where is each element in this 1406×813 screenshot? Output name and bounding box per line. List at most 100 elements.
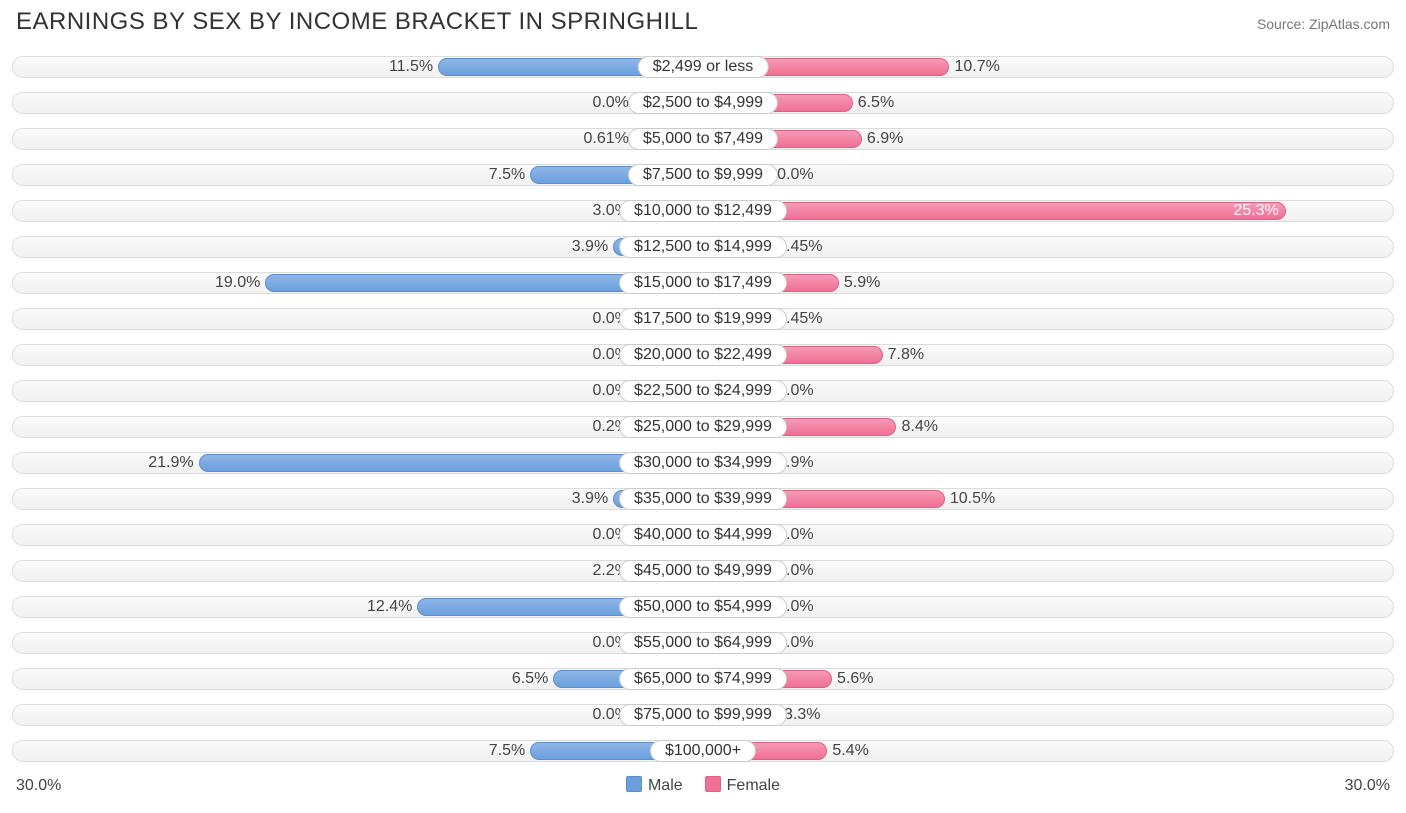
male-swatch-icon (626, 776, 642, 792)
female-half: 0.45% (703, 230, 1394, 264)
male-half: 0.0% (12, 302, 703, 336)
category-pill: $5,000 to $7,499 (628, 128, 778, 150)
male-value: 12.4% (367, 598, 418, 616)
chart-row: 3.9% 10.5% $35,000 to $39,999 (12, 482, 1394, 516)
chart-row: 2.2%0.0%$45,000 to $49,999 (12, 554, 1394, 588)
category-pill: $12,500 to $14,999 (619, 236, 787, 258)
axis-left-max: 30.0% (16, 777, 61, 795)
female-value: 10.7% (948, 58, 999, 76)
category-pill: $10,000 to $12,499 (619, 200, 787, 222)
category-pill: $15,000 to $17,499 (619, 272, 787, 294)
male-half: 0.61% (12, 122, 703, 156)
female-half: 0.0% (703, 518, 1394, 552)
chart-row: 0.2%8.4%$25,000 to $29,999 (12, 410, 1394, 444)
chart-footer: 30.0% Male Female 30.0% (12, 770, 1394, 805)
male-half: 0.2% (12, 410, 703, 444)
male-half: 0.0% (12, 698, 703, 732)
chart-row: 0.61% 6.9% $5,000 to $7,499 (12, 122, 1394, 156)
female-value: 5.9% (838, 274, 880, 292)
male-half: 0.0% (12, 518, 703, 552)
legend-male-label: Male (648, 777, 683, 794)
female-value: 10.5% (944, 490, 995, 508)
legend-male: Male (626, 776, 683, 795)
female-half: 5.4% (703, 734, 1394, 768)
chart-row: 19.0% 5.9% $15,000 to $17,499 (12, 266, 1394, 300)
category-pill: $20,000 to $22,499 (619, 344, 787, 366)
chart-row: 12.4% 2.0%$50,000 to $54,999 (12, 590, 1394, 624)
male-half: 0.0% (12, 626, 703, 660)
male-half: 11.5% (12, 50, 703, 84)
male-half: 6.5% (12, 662, 703, 696)
female-value: 6.5% (852, 94, 894, 112)
female-bar: 25.3% (703, 202, 1286, 220)
male-half: 7.5% (12, 734, 703, 768)
female-half: 2.0% (703, 590, 1394, 624)
chart-row: 0.0%0.0%$55,000 to $64,999 (12, 626, 1394, 660)
chart-source: Source: ZipAtlas.com (1257, 16, 1390, 32)
female-swatch-icon (705, 776, 721, 792)
category-pill: $55,000 to $64,999 (619, 632, 787, 654)
female-value: 7.8% (882, 346, 924, 364)
male-value: 7.5% (489, 166, 531, 184)
female-value: 5.6% (831, 670, 873, 688)
category-pill: $2,499 or less (638, 56, 769, 78)
chart-header: EARNINGS BY SEX BY INCOME BRACKET IN SPR… (12, 0, 1394, 50)
male-half: 19.0% (12, 266, 703, 300)
female-half: 0.9% (703, 446, 1394, 480)
female-half: 8.4% (703, 410, 1394, 444)
category-pill: $50,000 to $54,999 (619, 596, 787, 618)
category-pill: $7,500 to $9,999 (628, 164, 778, 186)
male-value: 7.5% (489, 742, 531, 760)
chart-rows: 11.5%10.7%$2,499 or less0.0%6.5%$2,500 t… (12, 50, 1394, 768)
earnings-chart: EARNINGS BY SEX BY INCOME BRACKET IN SPR… (0, 0, 1406, 805)
male-half: 7.5% (12, 158, 703, 192)
male-half: 0.0% (12, 338, 703, 372)
female-half: 7.8% (703, 338, 1394, 372)
chart-row: 0.0%3.3%$75,000 to $99,999 (12, 698, 1394, 732)
category-pill: $100,000+ (650, 740, 756, 762)
female-half: 0.0% (703, 374, 1394, 408)
chart-row: 11.5% 10.7% $2,499 or less (12, 50, 1394, 84)
female-value: 6.9% (861, 130, 903, 148)
female-value: 8.4% (895, 418, 937, 436)
male-half: 3.9% (12, 482, 703, 516)
female-half: 5.9% (703, 266, 1394, 300)
male-half: 0.0% (12, 374, 703, 408)
male-value: 3.9% (572, 238, 614, 256)
male-value: 19.0% (215, 274, 266, 292)
category-pill: $17,500 to $19,999 (619, 308, 787, 330)
chart-row: 6.5% 5.6% $65,000 to $74,999 (12, 662, 1394, 696)
chart-row: 0.0% 7.8% $20,000 to $22,499 (12, 338, 1394, 372)
category-pill: $35,000 to $39,999 (619, 488, 787, 510)
male-value: 11.5% (389, 58, 439, 76)
female-half: 10.5% (703, 482, 1394, 516)
female-half: 6.5% (703, 86, 1394, 120)
chart-title: EARNINGS BY SEX BY INCOME BRACKET IN SPR… (16, 8, 698, 36)
category-pill: $45,000 to $49,999 (619, 560, 787, 582)
male-half: 21.9% (12, 446, 703, 480)
category-pill: $65,000 to $74,999 (619, 668, 787, 690)
male-value: 21.9% (148, 454, 199, 472)
chart-row: 3.9% 0.45%$12,500 to $14,999 (12, 230, 1394, 264)
female-half: 6.9% (703, 122, 1394, 156)
category-pill: $75,000 to $99,999 (619, 704, 787, 726)
female-half: 0.45% (703, 302, 1394, 336)
male-half: 3.0% (12, 194, 703, 228)
female-half: 3.3% (703, 698, 1394, 732)
chart-row: 7.5% 5.4% $100,000+ (12, 734, 1394, 768)
chart-row: 0.0% 6.5% $2,500 to $4,999 (12, 86, 1394, 120)
female-value: 5.4% (826, 742, 868, 760)
category-pill: $2,500 to $4,999 (628, 92, 778, 114)
chart-row: 0.0%0.0%$40,000 to $44,999 (12, 518, 1394, 552)
chart-row: 3.0%25.3%$10,000 to $12,499 (12, 194, 1394, 228)
female-half: 0.0% (703, 626, 1394, 660)
male-half: 2.2% (12, 554, 703, 588)
chart-row: 7.5%0.0%$7,500 to $9,999 (12, 158, 1394, 192)
male-half: 0.0% (12, 86, 703, 120)
male-value: 3.9% (572, 490, 614, 508)
legend-female: Female (705, 776, 780, 795)
female-half: 5.6% (703, 662, 1394, 696)
axis-right-max: 30.0% (1345, 777, 1390, 795)
female-half: 10.7% (703, 50, 1394, 84)
male-half: 12.4% (12, 590, 703, 624)
